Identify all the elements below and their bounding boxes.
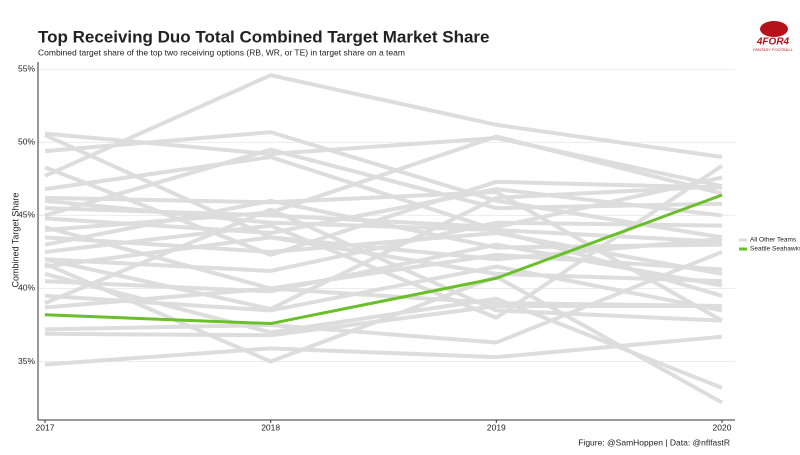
legend-label: All Other Teams <box>750 237 797 244</box>
team-line <box>44 235 723 269</box>
caption: Figure: @SamHoppen | Data: @nflfastR <box>578 437 730 447</box>
team-line <box>44 225 723 291</box>
team-line <box>44 130 723 240</box>
team-line <box>44 334 723 367</box>
team-line <box>44 242 723 294</box>
x-tick-label: 2019 <box>487 422 506 432</box>
y-tick-label: 35% <box>18 356 35 366</box>
x-tick-label: 2017 <box>36 422 55 432</box>
team-line <box>44 184 723 311</box>
y-tick-label: 40% <box>18 283 35 293</box>
team-line <box>44 187 723 235</box>
team-line <box>44 198 723 250</box>
legend-label: Seattle Seahawks <box>750 246 800 253</box>
team-line <box>44 250 723 345</box>
team-line <box>44 304 722 338</box>
team-line <box>44 131 723 189</box>
y-tick-label: 50% <box>18 137 35 147</box>
y-tick-label: 45% <box>18 210 35 220</box>
y-axis-label: Combined Target Share <box>10 193 20 288</box>
chart-title: Top Receiving Duo Total Combined Target … <box>38 27 490 46</box>
logo-subtitle: FANTASY FOOTBALL <box>753 47 794 52</box>
team-line <box>44 165 723 257</box>
x-tick-label: 2020 <box>713 422 732 432</box>
highlight-line <box>44 193 723 326</box>
team-line <box>44 147 723 218</box>
team-line <box>44 73 723 178</box>
x-tick-label: 2018 <box>261 422 280 432</box>
team-line <box>44 190 723 323</box>
logo-icon <box>760 21 788 37</box>
chart-subtitle: Combined target share of the top two rec… <box>38 47 405 57</box>
logo: 4FOR4 <box>756 37 790 48</box>
team-line <box>44 264 723 313</box>
team-line <box>44 230 723 276</box>
y-tick-label: 55% <box>18 64 35 74</box>
